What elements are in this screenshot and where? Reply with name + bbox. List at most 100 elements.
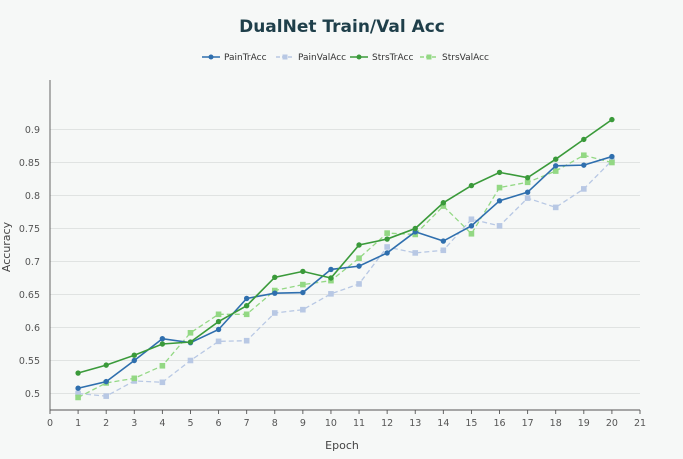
series-line [78, 160, 613, 397]
data-point [187, 357, 194, 364]
data-point [131, 375, 138, 382]
data-point [553, 156, 559, 162]
x-tick-label: 3 [131, 418, 137, 429]
legend-marker [208, 54, 214, 60]
data-point [131, 357, 137, 364]
data-point [328, 266, 334, 273]
data-point [496, 184, 503, 191]
x-tick-label: 7 [244, 418, 250, 429]
data-point [609, 159, 615, 166]
data-point [75, 385, 81, 391]
x-tick-label: 16 [493, 418, 505, 429]
series-layer [75, 116, 615, 401]
data-point [75, 394, 81, 401]
data-point [215, 311, 222, 318]
data-point [328, 291, 334, 297]
data-point [272, 290, 278, 296]
legend-marker [356, 54, 362, 60]
y-tick-label: 0.8 [25, 191, 40, 202]
data-point [581, 136, 587, 143]
x-tick-label: 5 [187, 418, 193, 429]
data-point [159, 336, 166, 342]
x-tick-label: 11 [353, 418, 365, 429]
series-line [77, 155, 613, 389]
data-point [159, 341, 166, 347]
data-point [187, 329, 194, 336]
data-point [609, 116, 615, 123]
y-tick-label: 0.6 [25, 323, 40, 334]
data-point [412, 225, 418, 232]
x-tick-label: 21 [634, 418, 646, 429]
x-tick-label: 12 [381, 418, 393, 429]
data-point [468, 230, 475, 237]
y-tick-label: 0.7 [25, 257, 40, 268]
data-point [75, 370, 81, 376]
data-point [131, 352, 137, 358]
data-point [243, 295, 250, 302]
y-tick-label: 0.75 [19, 224, 40, 235]
data-point [75, 390, 81, 397]
data-point [215, 326, 222, 333]
x-tick-label: 15 [465, 418, 477, 429]
chart-title: DualNet Train/Val Acc [239, 17, 445, 37]
y-tick-label: 0.5 [25, 389, 40, 400]
x-tick-label: 20 [606, 418, 618, 429]
x-tick-label: 19 [578, 418, 590, 429]
data-point [524, 195, 531, 201]
legend-label: StrsValAcc [442, 53, 489, 63]
legend-label: PainValAcc [298, 53, 346, 63]
data-point [496, 223, 503, 229]
data-point [581, 186, 587, 192]
x-tick-label: 0 [47, 418, 53, 429]
data-point [384, 230, 390, 236]
data-point [356, 255, 362, 261]
data-point [440, 200, 447, 206]
y-tick-label: 0.85 [19, 158, 40, 169]
legend-marker [426, 54, 432, 60]
data-point [356, 281, 362, 287]
x-tick-label: 4 [159, 418, 165, 429]
legend-item: StrsTrAcc [350, 53, 413, 63]
legend-item: PainTrAcc [202, 53, 267, 63]
data-point [103, 393, 109, 399]
data-point [552, 168, 559, 174]
series-line [77, 118, 613, 374]
data-point [581, 162, 587, 168]
x-tick-label: 6 [216, 418, 222, 429]
data-point [412, 250, 419, 256]
x-tick-label: 17 [522, 418, 534, 429]
data-point [103, 378, 109, 385]
data-point [468, 223, 475, 229]
legend-label: PainTrAcc [224, 53, 267, 63]
x-tick-label: 9 [300, 418, 306, 429]
data-point [300, 281, 306, 288]
series-StrsTrAcc [75, 116, 615, 376]
data-point [356, 263, 362, 269]
data-point [187, 339, 194, 345]
legend-label: StrsTrAcc [372, 53, 413, 63]
data-point [384, 250, 390, 256]
series-StrsValAcc [75, 152, 615, 401]
data-point [440, 238, 447, 244]
legend-marker [282, 54, 288, 60]
x-tick-label: 10 [325, 418, 337, 429]
x-tick-label: 18 [550, 418, 562, 429]
data-point [524, 189, 531, 195]
data-point [552, 204, 559, 211]
x-axis-title: Epoch [325, 439, 359, 452]
data-point [356, 242, 362, 248]
data-point [468, 182, 475, 189]
data-point [524, 179, 531, 186]
data-point [384, 236, 390, 242]
y-tick-label: 0.55 [19, 356, 40, 367]
data-point [384, 244, 390, 250]
data-point [496, 169, 503, 176]
data-point [440, 203, 447, 209]
data-point [272, 274, 278, 281]
data-point [159, 362, 166, 369]
data-point [243, 311, 250, 318]
data-point [328, 275, 334, 281]
data-point [215, 318, 222, 325]
